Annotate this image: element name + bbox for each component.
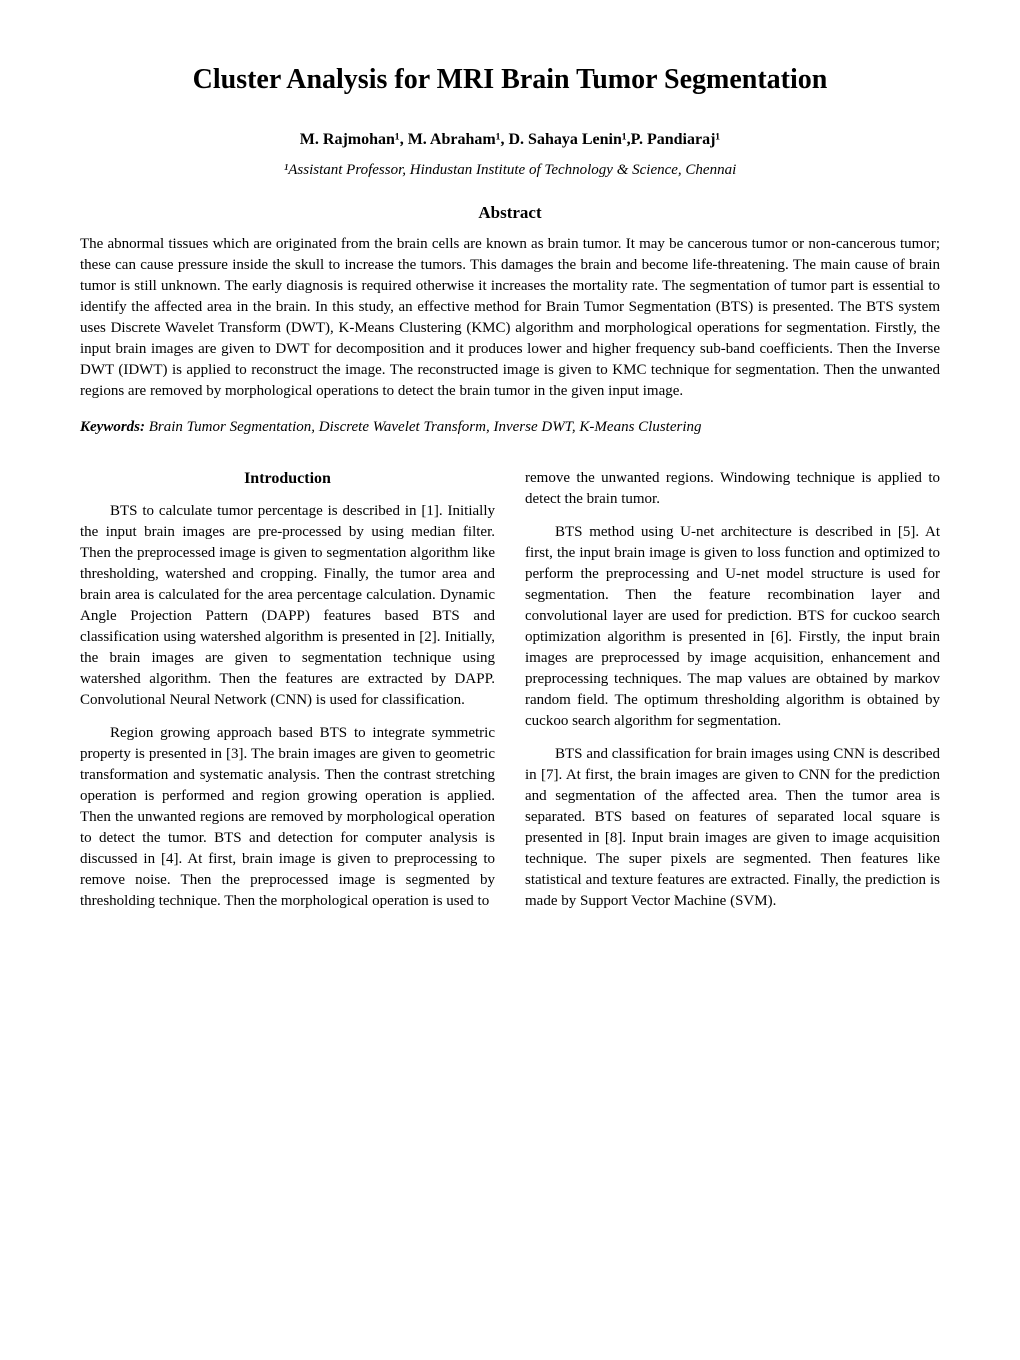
keywords: Keywords: Brain Tumor Segmentation, Disc… <box>80 417 940 438</box>
right-column: remove the unwanted regions. Windowing t… <box>525 468 940 924</box>
keywords-text: Brain Tumor Segmentation, Discrete Wavel… <box>149 419 702 435</box>
keywords-label: Keywords: <box>80 419 149 435</box>
left-column: Introduction BTS to calculate tumor perc… <box>80 468 495 924</box>
abstract-body: The abnormal tissues which are originate… <box>80 234 940 402</box>
paragraph: BTS method using U-net architecture is d… <box>525 522 940 732</box>
paper-affiliation: ¹Assistant Professor, Hindustan Institut… <box>80 160 940 181</box>
paragraph: BTS and classification for brain images … <box>525 744 940 912</box>
paper-authors: M. Rajmohan¹, M. Abraham¹, D. Sahaya Len… <box>80 129 940 151</box>
introduction-heading: Introduction <box>80 468 495 490</box>
paragraph: Region growing approach based BTS to int… <box>80 723 495 912</box>
abstract-heading: Abstract <box>80 201 940 225</box>
paper-title: Cluster Analysis for MRI Brain Tumor Seg… <box>80 60 940 99</box>
paragraph: BTS to calculate tumor percentage is des… <box>80 501 495 711</box>
two-column-layout: Introduction BTS to calculate tumor perc… <box>80 468 940 924</box>
paragraph: remove the unwanted regions. Windowing t… <box>525 468 940 510</box>
